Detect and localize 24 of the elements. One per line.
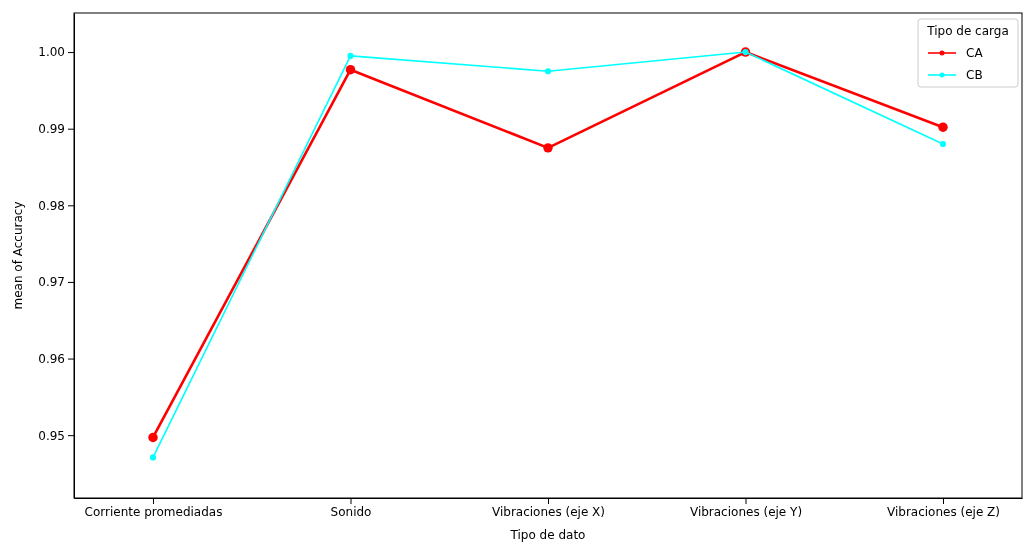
point xyxy=(148,432,158,443)
point xyxy=(938,122,948,132)
point xyxy=(347,52,354,59)
y-tick-label: 0.96 xyxy=(38,351,65,366)
y-tick-label: 0.99 xyxy=(38,122,65,137)
x-tick-label: Vibraciones (eje Y) xyxy=(689,504,803,519)
y-tick-label: 0.98 xyxy=(38,198,65,213)
legend-title: Tipo de carga xyxy=(926,24,1009,38)
legend-label: CB xyxy=(966,68,983,82)
x-tick-label: Sonido xyxy=(330,504,372,519)
y-tick-label: 0.97 xyxy=(38,275,65,290)
y-axis-title: mean of Accuracy xyxy=(11,201,25,310)
point xyxy=(939,140,947,148)
point xyxy=(149,454,157,461)
x-tick-label: Vibraciones (eje X) xyxy=(491,504,606,519)
point xyxy=(345,64,356,75)
point xyxy=(543,143,553,153)
y-tick-label: 1.00 xyxy=(38,45,65,60)
y-tick-label: 0.95 xyxy=(38,428,65,443)
x-axis-title: Tipo de dato xyxy=(509,528,586,542)
legend-label: CA xyxy=(966,46,984,60)
point xyxy=(544,68,552,75)
x-tick-label: Vibraciones (eje Z) xyxy=(886,504,1001,519)
x-tick-label: Corriente promediadas xyxy=(84,504,223,519)
